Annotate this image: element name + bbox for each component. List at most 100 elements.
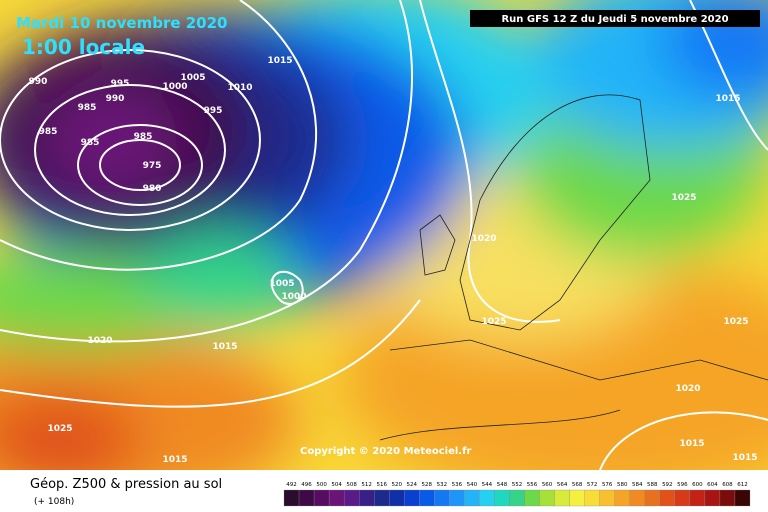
color-swatch — [434, 489, 450, 507]
isobar-label: 1000 — [162, 82, 187, 92]
color-swatch — [674, 489, 691, 507]
isobar-label: 995 — [204, 106, 223, 116]
level-label: 596 — [677, 482, 688, 488]
color-swatch — [584, 489, 600, 507]
isobar-label: 985 — [78, 103, 97, 113]
level-label: 572 — [587, 482, 598, 488]
color-swatch — [539, 489, 555, 507]
copyright: Copyright © 2020 Meteociel.fr — [300, 446, 471, 457]
color-swatch — [524, 489, 540, 507]
isobar-label: 1010 — [227, 83, 252, 93]
level-label: 612 — [737, 482, 748, 488]
level-label: 508 — [346, 482, 357, 488]
level-label: 560 — [542, 482, 553, 488]
isobar-label: 1005 — [269, 279, 294, 289]
run-info: Run GFS 12 Z du Jeudi 5 novembre 2020 — [501, 14, 728, 25]
level-label: 540 — [467, 482, 478, 488]
isobar-label: 980 — [143, 184, 162, 194]
level-label: 608 — [722, 482, 733, 488]
isobar-label: 1015 — [212, 342, 237, 352]
color-swatch — [313, 489, 330, 507]
isobar-label: 1020 — [675, 384, 700, 394]
isobar-label: 1025 — [671, 193, 696, 203]
level-label: 520 — [391, 482, 402, 488]
color-swatch — [419, 489, 435, 507]
color-swatch — [359, 489, 375, 507]
level-label: 588 — [647, 482, 658, 488]
level-label: 504 — [331, 482, 342, 488]
color-swatch — [659, 489, 675, 507]
isobar-label: 1025 — [481, 317, 506, 327]
color-swatch — [704, 489, 721, 507]
color-swatch — [494, 489, 510, 507]
isobar-label: 985 — [81, 138, 100, 148]
level-label: 584 — [632, 482, 643, 488]
legend-title: Géop. Z500 & pression au sol — [30, 477, 222, 492]
color-swatch — [629, 489, 645, 507]
color-swatch — [599, 489, 615, 507]
isobar-label: 1015 — [715, 94, 740, 104]
color-swatch — [644, 489, 660, 507]
date: Mardi 10 novembre 2020 — [16, 14, 228, 32]
isobar-label: 995 — [111, 79, 130, 89]
isobar-label: 1000 — [281, 292, 306, 302]
color-swatch — [479, 489, 495, 507]
color-swatch — [328, 489, 345, 507]
color-swatch — [343, 489, 360, 507]
level-label: 528 — [422, 482, 433, 488]
level-label: 576 — [602, 482, 613, 488]
level-label: 544 — [482, 482, 493, 488]
level-label: 564 — [557, 482, 568, 488]
isobar-label: 1020 — [471, 234, 496, 244]
isobar-label: 1020 — [87, 336, 112, 346]
color-swatch — [449, 489, 465, 507]
level-label: 580 — [617, 482, 628, 488]
level-label: 592 — [662, 482, 673, 488]
level-label: 516 — [376, 482, 387, 488]
color-swatch — [554, 489, 570, 507]
isobar-label: 1025 — [723, 317, 748, 327]
isobar-label: 1015 — [679, 439, 704, 449]
color-swatch — [374, 489, 390, 507]
level-label: 568 — [572, 482, 583, 488]
color-swatch — [298, 489, 315, 507]
color-swatch — [509, 489, 525, 507]
color-swatch — [689, 489, 706, 507]
isobar-label: 990 — [106, 94, 125, 104]
level-label: 492 — [286, 482, 297, 488]
colorbar: 492 496 500 504 508 512 516 520 524 528 532 536 540 5… — [283, 482, 751, 507]
level-label: 600 — [692, 482, 703, 488]
isobar-label: 975 — [143, 161, 162, 171]
isobar-label: 1015 — [732, 453, 757, 463]
color-swatch — [464, 489, 480, 507]
level-label: 512 — [361, 482, 372, 488]
level-label: 536 — [452, 482, 463, 488]
isobar-label: 1005 — [180, 73, 205, 83]
level-label: 604 — [707, 482, 718, 488]
color-swatch — [283, 489, 300, 507]
level-label: 552 — [512, 482, 523, 488]
color-swatch — [569, 489, 585, 507]
color-swatch — [614, 489, 630, 507]
level-label: 532 — [437, 482, 448, 488]
isobar-label: 1015 — [162, 455, 187, 465]
level-label: 548 — [497, 482, 508, 488]
color-swatch — [389, 489, 405, 507]
level-label: 524 — [407, 482, 418, 488]
color-swatch — [734, 489, 751, 507]
forecast-lead: (+ 108h) — [34, 497, 74, 507]
color-swatch — [404, 489, 420, 507]
time: 1:00 locale — [22, 35, 145, 59]
level-label: 496 — [301, 482, 312, 488]
isobar-label: 990 — [29, 77, 48, 87]
level-label: 500 — [316, 482, 327, 488]
color-swatch — [719, 489, 736, 507]
level-label: 556 — [527, 482, 538, 488]
isobar-label: 1015 — [267, 56, 292, 66]
isobar-label: 985 — [39, 127, 58, 137]
isobar-label: 1025 — [47, 424, 72, 434]
